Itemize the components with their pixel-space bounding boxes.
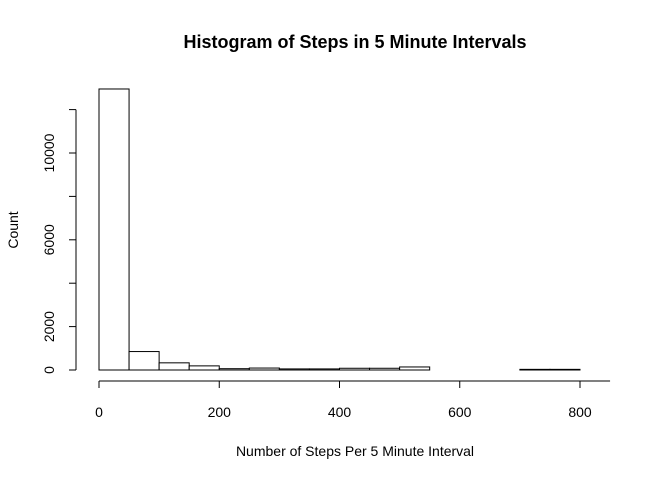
histogram-bar bbox=[98, 88, 130, 371]
histogram-bar bbox=[158, 362, 190, 371]
y-tick-label: 0 bbox=[41, 366, 57, 374]
histogram-bar bbox=[339, 367, 371, 371]
x-tick-label: 800 bbox=[568, 404, 592, 420]
histogram-bar bbox=[128, 351, 160, 371]
y-axis-label: Count bbox=[5, 211, 21, 248]
histogram-bar bbox=[519, 368, 551, 371]
histogram-bar bbox=[369, 367, 401, 371]
y-tick-label: 6000 bbox=[41, 224, 57, 255]
x-axis-label: Number of Steps Per 5 Minute Interval bbox=[236, 443, 474, 459]
x-tick-label: 200 bbox=[208, 404, 232, 420]
x-tick-label: 400 bbox=[328, 404, 352, 420]
x-axis: 0 200 400 600 800 bbox=[95, 380, 611, 420]
histogram-bar bbox=[549, 368, 581, 371]
histogram-bar bbox=[308, 368, 340, 371]
histogram-bar bbox=[188, 365, 220, 371]
histogram-bar bbox=[248, 367, 280, 371]
y-axis: 0 2000 6000 10000 bbox=[41, 109, 77, 374]
histogram-bar bbox=[278, 368, 310, 371]
y-tick-label: 2000 bbox=[41, 311, 57, 342]
chart-title: Histogram of Steps in 5 Minute Intervals bbox=[183, 32, 526, 52]
histogram-bar bbox=[399, 366, 431, 371]
y-tick-label: 10000 bbox=[41, 133, 57, 172]
x-tick-label: 600 bbox=[448, 404, 472, 420]
x-tick-label: 0 bbox=[95, 404, 103, 420]
histogram-bar bbox=[218, 368, 250, 371]
bars-group bbox=[98, 88, 581, 371]
